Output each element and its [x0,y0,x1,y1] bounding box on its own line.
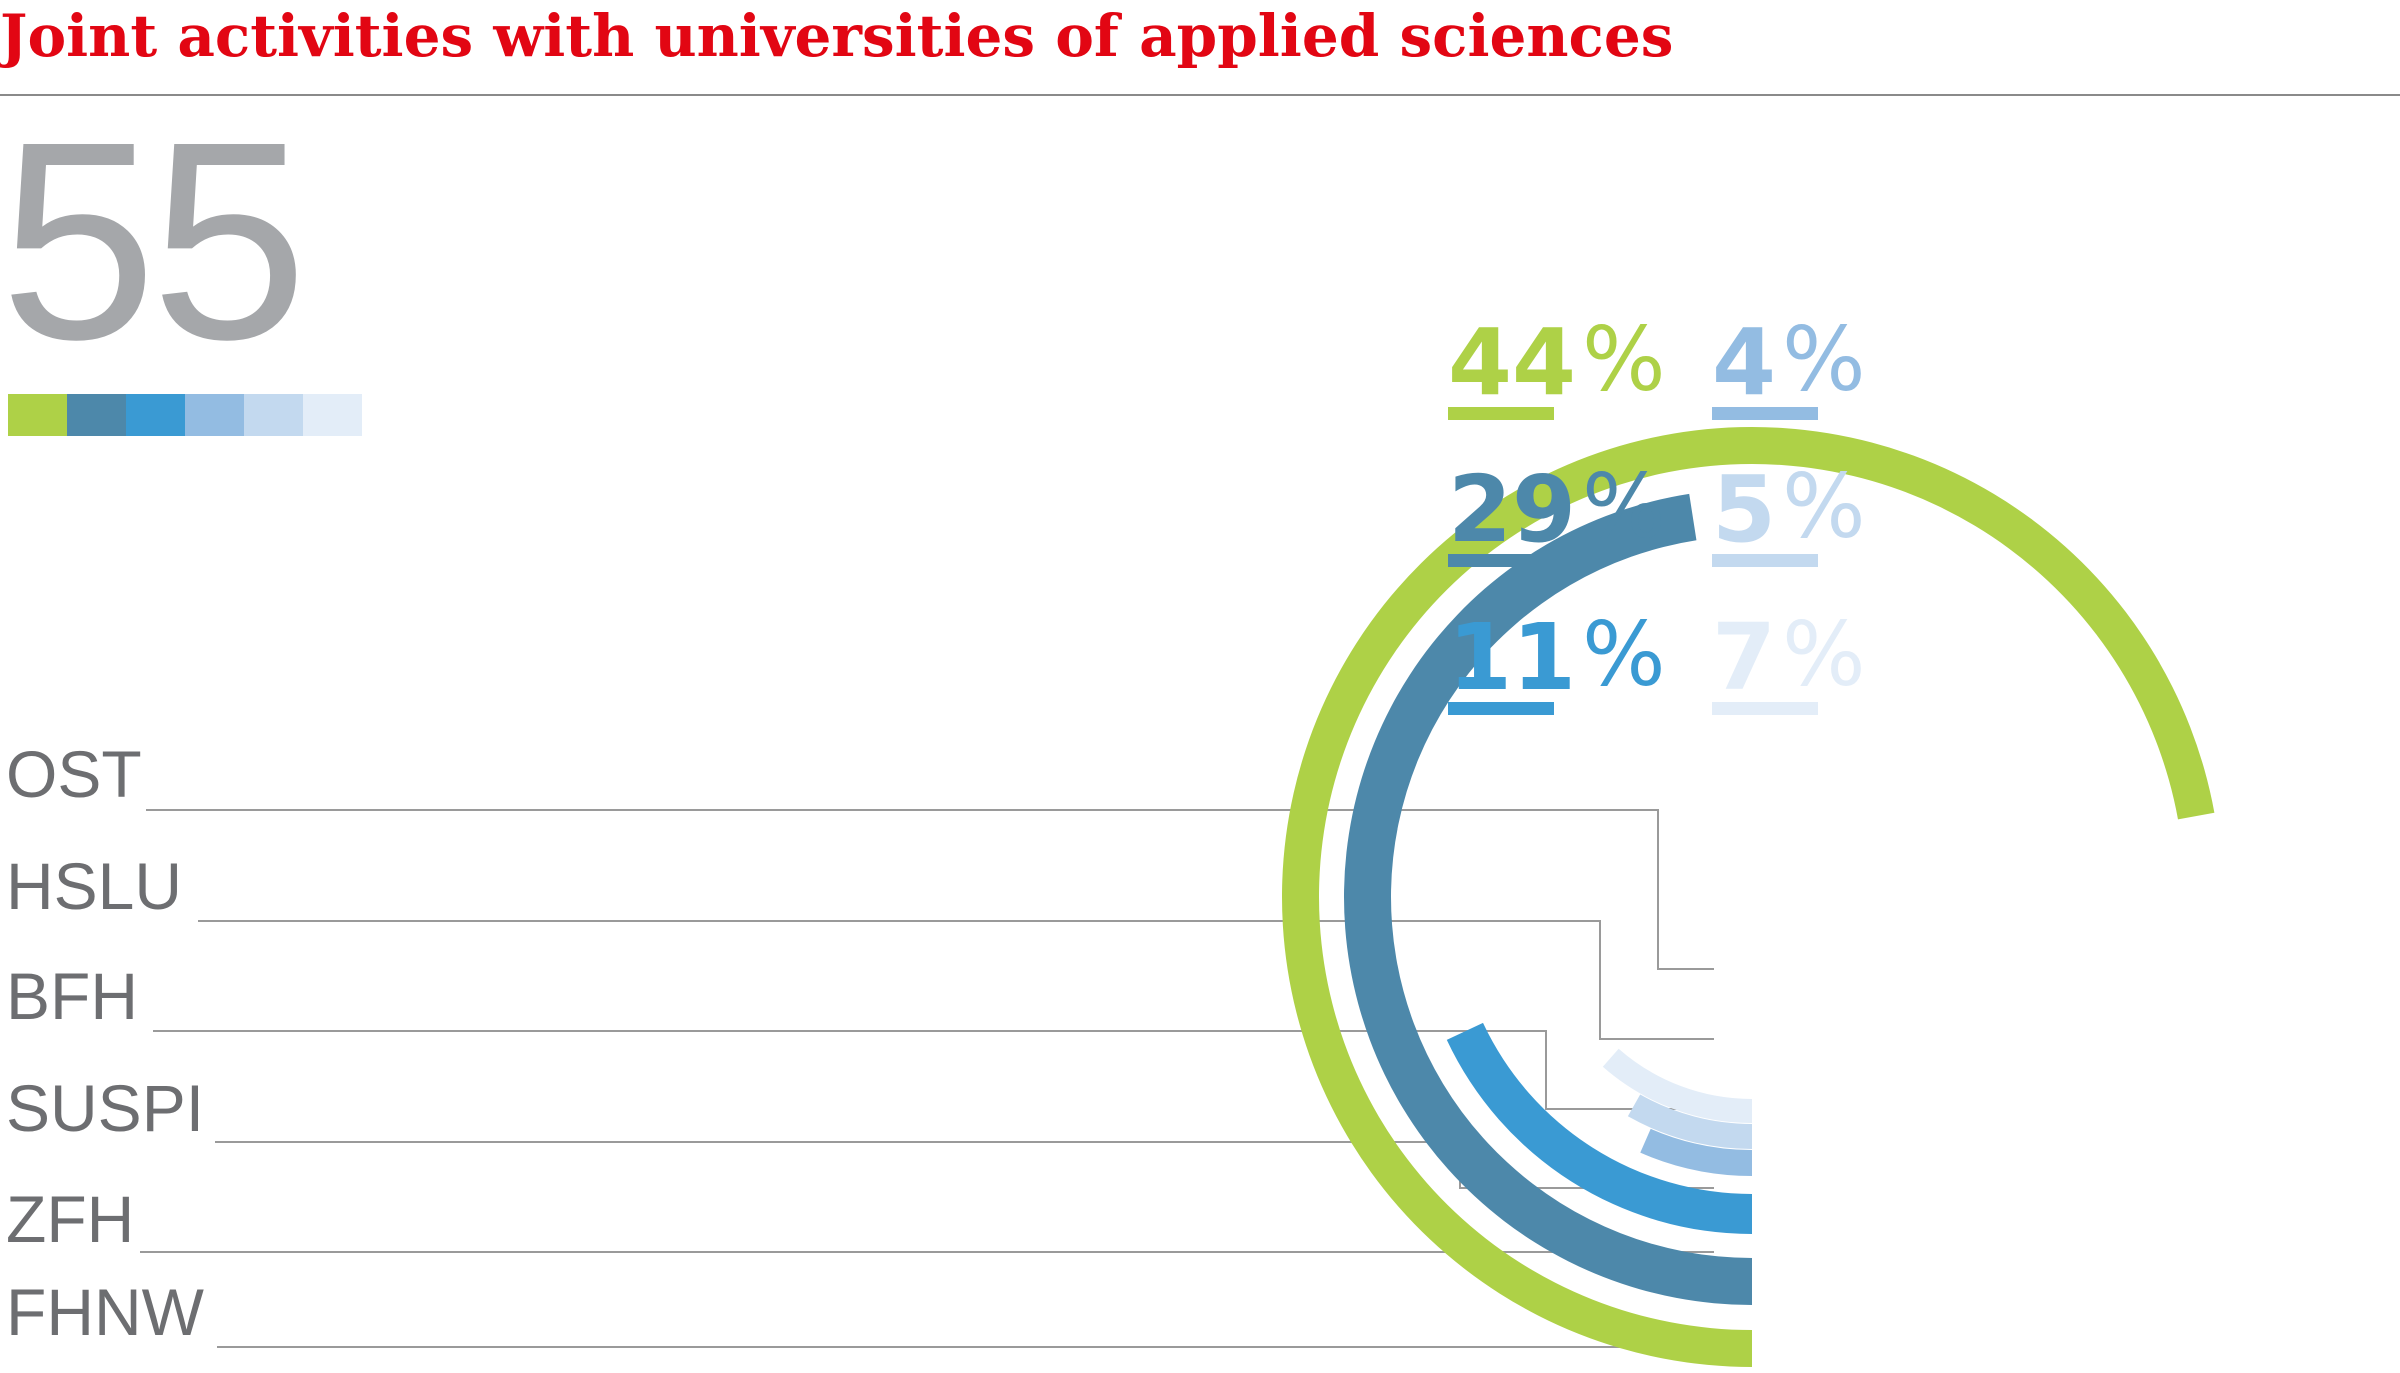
connector-ost [146,809,1714,970]
percent-suspi: 11% [1448,603,1666,711]
percent-underline-zfh [1448,554,1554,567]
label-suspi: SUSPI [6,1071,204,1145]
percent-legend: 44% 29% 11% 4% 5% 7% [1448,308,1866,715]
swatch-ost [303,394,362,436]
radial-bar-ost [1602,1048,1752,1123]
connector-bfh [153,1030,1714,1110]
swatch-fhnw [8,394,67,436]
total-count: 55 [0,83,308,398]
radial-bar-hslu [1627,1094,1752,1149]
label-connectors [140,809,1714,1348]
percent-hslu: 5% [1712,455,1866,563]
label-fhnw: FHNW [6,1275,205,1349]
label-hslu: HSLU [6,849,182,923]
radial-bar-zfh [1343,493,1752,1306]
percent-underline-fhnw [1448,407,1554,420]
connector-hslu [198,920,1714,1040]
percent-bfh: 4% [1712,308,1866,416]
radial-bars [1281,426,2215,1368]
radial-bar-bfh [1640,1128,1752,1176]
percent-underline-ost [1712,702,1818,715]
percent-underline-bfh [1712,407,1818,420]
color-legend-swatches [8,394,362,436]
label-ost: OST [6,737,142,811]
title-rule [0,94,2400,96]
percent-underline-hslu [1712,554,1818,567]
chart-title: Joint activities with universities of ap… [0,2,1674,70]
percent-fhnw: 44% [1448,308,1666,416]
label-zfh: ZFH [6,1182,134,1256]
label-bfh: BFH [6,959,138,1033]
percent-underline-suspi [1448,702,1554,715]
swatch-bfh [185,394,244,436]
radial-bar-suspi [1446,1022,1752,1234]
percent-ost: 7% [1712,603,1866,711]
percent-zfh: 29% [1448,455,1666,563]
swatch-suspi [126,394,185,436]
category-labels: OST HSLU BFH SUSPI ZFH FHNW [6,737,205,1349]
swatch-hslu [244,394,303,436]
swatch-zfh [67,394,126,436]
